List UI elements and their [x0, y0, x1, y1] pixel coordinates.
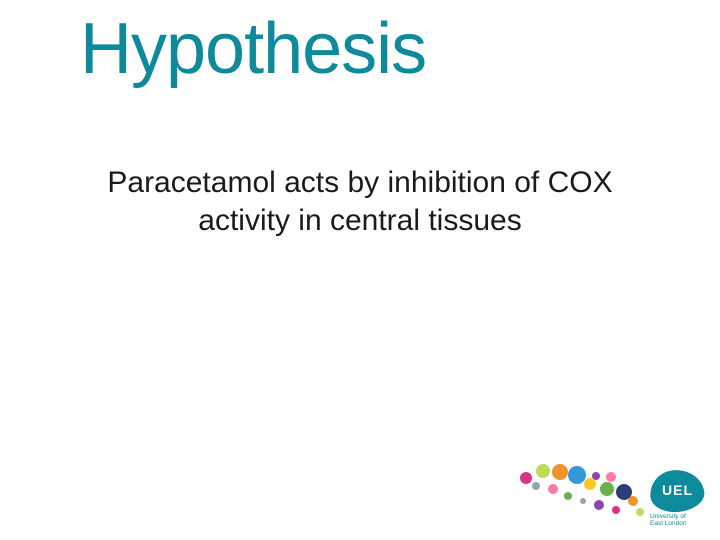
logo-dot [628, 496, 638, 506]
uel-subtext: University ofEast London [650, 514, 702, 528]
logo-dot [592, 472, 600, 480]
logo-dot [636, 508, 644, 516]
logo-dot [600, 482, 614, 496]
uel-badge: UEL [648, 467, 706, 514]
uel-badge-text: UEL [662, 482, 693, 498]
slide-body: Paracetamol acts by inhibition of COX ac… [100, 164, 620, 239]
logo-dot [564, 492, 572, 500]
logo-dot [606, 472, 616, 482]
logo-dot [548, 484, 558, 494]
slide-title: Hypothesis [80, 8, 426, 90]
logo-dot [536, 464, 550, 478]
logo-dot [552, 464, 568, 480]
logo-dot [520, 472, 532, 484]
logo-dot [612, 506, 620, 514]
logo-dot [532, 482, 540, 490]
uel-logo: UEL University ofEast London [518, 458, 708, 530]
logo-dot [580, 498, 586, 504]
logo-dot [594, 500, 604, 510]
